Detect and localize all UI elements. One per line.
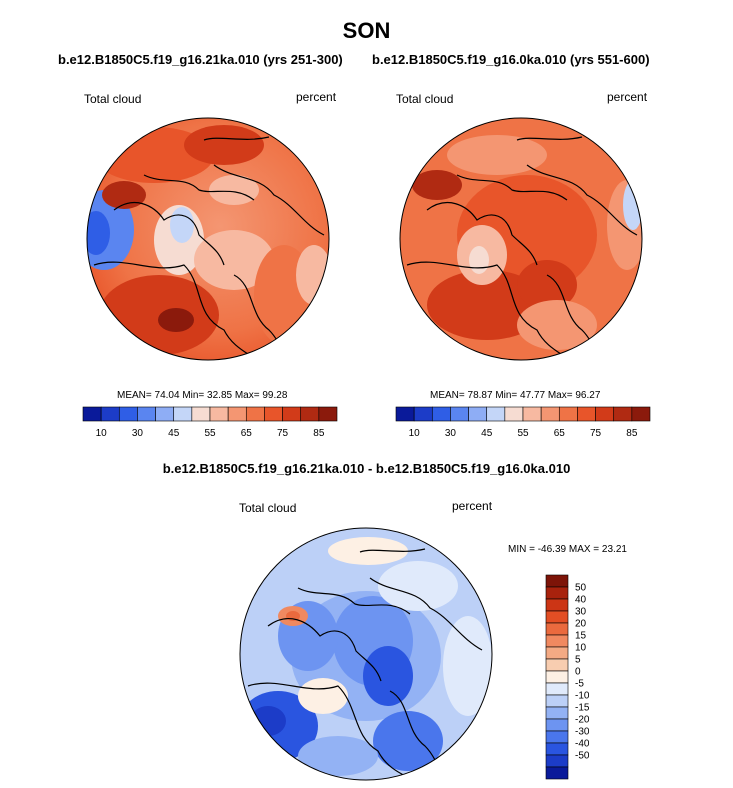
colorbar-diff-box bbox=[545, 682, 569, 696]
polar-map-right bbox=[399, 117, 643, 361]
colorbar-diff-tick-label: 50 bbox=[575, 583, 587, 594]
units-label-left: percent bbox=[296, 90, 337, 104]
colorbar-diff-tick-label: -50 bbox=[575, 751, 590, 762]
colorbar-right-tick-label: 75 bbox=[590, 428, 602, 439]
colorbar-diff-box bbox=[545, 754, 569, 768]
colorbar-right-box bbox=[522, 406, 542, 422]
colorbar-right-tick-label: 10 bbox=[409, 428, 421, 439]
colorbar-diff-box bbox=[545, 730, 569, 744]
colorbar-right-box bbox=[613, 406, 633, 422]
colorbar-diff-tick-label: 15 bbox=[575, 631, 587, 642]
colorbar-left-box bbox=[318, 406, 338, 422]
polar-map-diff bbox=[239, 527, 493, 781]
colorbar-right-box bbox=[595, 406, 615, 422]
colorbar-right-tick-label: 55 bbox=[517, 428, 529, 439]
colorbar-diff-tick-label: -20 bbox=[575, 715, 590, 726]
colorbar-right-tick-label: 65 bbox=[554, 428, 566, 439]
colorbar-right-box bbox=[468, 406, 488, 422]
variable-label-diff: Total cloud bbox=[239, 501, 297, 515]
colorbar-diff-tick-label: 0 bbox=[575, 667, 581, 678]
stats-left: MEAN= 74.04 Min= 32.85 Max= 99.28 bbox=[117, 390, 288, 401]
colorbar-left-box bbox=[245, 406, 265, 422]
polar-map-left bbox=[86, 117, 330, 361]
colorbar-diff-tick-label: 40 bbox=[575, 595, 587, 606]
colorbar-right: 1030455565758595 bbox=[395, 406, 651, 439]
colorbar-diff-box bbox=[545, 646, 569, 660]
colorbar-right-box bbox=[540, 406, 560, 422]
colorbar-left-tick-label: 85 bbox=[313, 428, 325, 439]
colorbar-left-tick-label: 55 bbox=[204, 428, 216, 439]
colorbar-diff-tick-label: -15 bbox=[575, 703, 590, 714]
colorbar-diff-box bbox=[545, 766, 569, 780]
colorbar-diff-box bbox=[545, 598, 569, 612]
colorbar-diff-tick-label: -40 bbox=[575, 739, 590, 750]
colorbar-diff-tick-label: -10 bbox=[575, 691, 590, 702]
colorbar-right-box bbox=[558, 406, 578, 422]
colorbar-left-box bbox=[173, 406, 193, 422]
variable-label-left: Total cloud bbox=[84, 92, 142, 106]
colorbar-diff-box bbox=[545, 706, 569, 720]
colorbar-right-box bbox=[413, 406, 433, 422]
colorbar-left-box bbox=[282, 406, 302, 422]
colorbar-right-box bbox=[504, 406, 524, 422]
colorbar-left-box bbox=[137, 406, 156, 422]
colorbar-diff-box bbox=[545, 574, 569, 588]
colorbar-diff-box bbox=[545, 658, 569, 672]
colorbar-left-tick-label: 10 bbox=[96, 428, 108, 439]
colorbar-left: 1030455565758595 bbox=[82, 406, 338, 439]
colorbar-left-box bbox=[209, 406, 229, 422]
colorbar-right-box bbox=[631, 406, 651, 422]
colorbar-diff-box bbox=[545, 694, 569, 708]
colorbar-diff-tick-label: -5 bbox=[575, 679, 584, 690]
colorbar-left-tick-label: 75 bbox=[277, 428, 289, 439]
colorbar-right-box bbox=[395, 406, 415, 422]
colorbar-left-box bbox=[191, 406, 211, 422]
season-title: SON bbox=[342, 18, 391, 43]
colorbar-diff-tick-label: 10 bbox=[575, 643, 587, 654]
colorbar-right-tick-label: 45 bbox=[481, 428, 493, 439]
units-label-diff: percent bbox=[452, 499, 493, 513]
case-title-left: b.e12.B1850C5.f19_g16.21ka.010 (yrs 251-… bbox=[58, 52, 343, 67]
units-label-right: percent bbox=[607, 90, 648, 104]
colorbar-diff-box bbox=[545, 718, 569, 732]
colorbar-diff-box bbox=[545, 634, 569, 648]
difference-title: b.e12.B1850C5.f19_g16.21ka.010 - b.e12.B… bbox=[162, 461, 571, 476]
colorbar-left-tick-label: 30 bbox=[132, 428, 144, 439]
colorbar-diff-tick-label: -30 bbox=[575, 727, 590, 738]
stats-diff: MIN = -46.39 MAX = 23.21 bbox=[508, 544, 627, 555]
colorbar-diff-box bbox=[545, 586, 569, 600]
stats-right: MEAN= 78.87 Min= 47.77 Max= 96.27 bbox=[430, 390, 601, 401]
colorbar-right-box bbox=[450, 406, 469, 422]
colorbar-left-box bbox=[300, 406, 320, 422]
colorbar-diff-tick-label: 30 bbox=[575, 607, 587, 618]
colorbar-diff-box bbox=[545, 610, 569, 624]
variable-label-right: Total cloud bbox=[396, 92, 454, 106]
colorbar-left-box bbox=[82, 406, 102, 422]
colorbar-left-tick-label: 65 bbox=[241, 428, 253, 439]
colorbar-right-tick-label: 30 bbox=[445, 428, 457, 439]
colorbar-left-box bbox=[227, 406, 247, 422]
case-title-right: b.e12.B1850C5.f19_g16.0ka.010 (yrs 551-6… bbox=[372, 52, 650, 67]
colorbar-diff-tick-label: 5 bbox=[575, 655, 581, 666]
colorbar-diff-box bbox=[545, 742, 569, 756]
colorbar-diff-box bbox=[545, 622, 569, 636]
colorbar-right-box bbox=[486, 406, 506, 422]
colorbar-right-box bbox=[577, 406, 596, 422]
colorbar-left-box bbox=[100, 406, 120, 422]
colorbar-left-box bbox=[264, 406, 283, 422]
colorbar-diff-tick-label: 20 bbox=[575, 619, 587, 630]
colorbar-left-tick-label: 45 bbox=[168, 428, 180, 439]
colorbar-right-box bbox=[431, 406, 451, 422]
colorbar-left-box bbox=[118, 406, 138, 422]
colorbar-left-box bbox=[155, 406, 175, 422]
colorbar-right-tick-label: 85 bbox=[626, 428, 638, 439]
colorbar-diff-box bbox=[545, 670, 569, 684]
